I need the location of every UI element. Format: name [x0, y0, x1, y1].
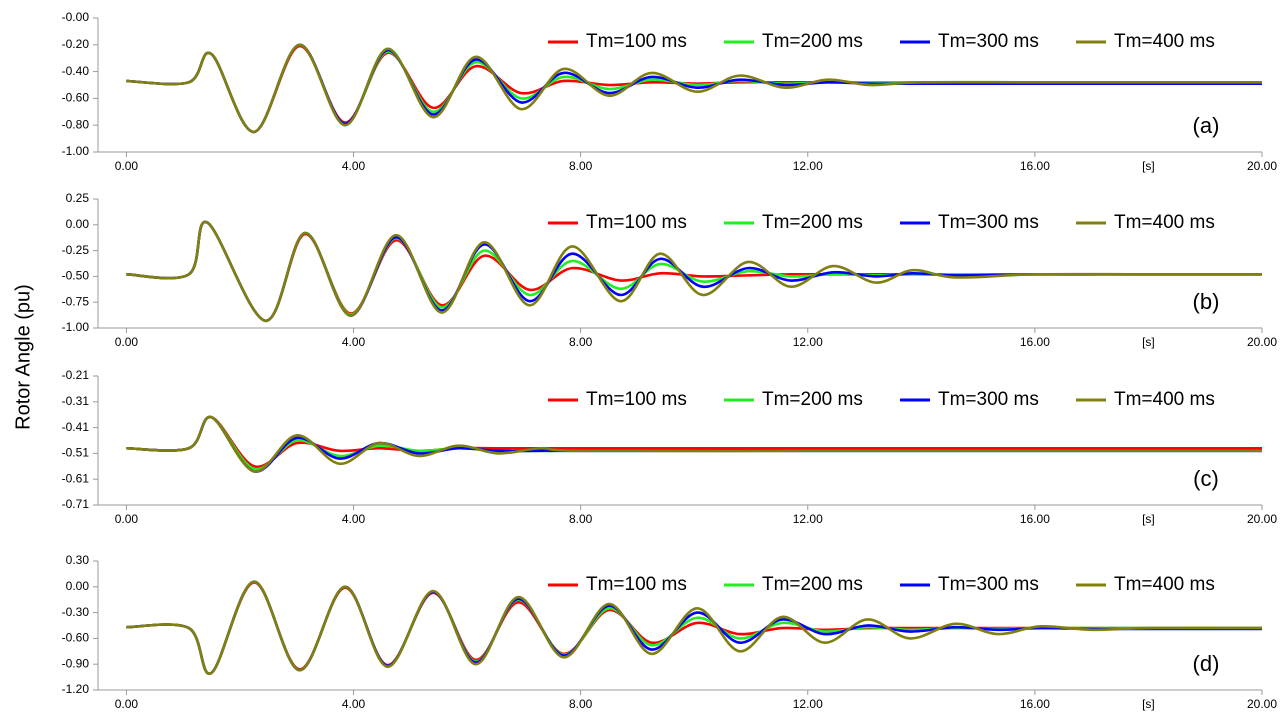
- legend-label: Tm=200 ms: [762, 574, 863, 595]
- y-tick-label: -0.31: [62, 394, 90, 408]
- legend-label: Tm=100 ms: [586, 574, 687, 595]
- y-tick-label: -0.60: [62, 631, 90, 645]
- legend-label: Tm=300 ms: [938, 31, 1039, 52]
- x-tick-label: 0.00: [115, 335, 139, 349]
- series-line: [126, 220, 1262, 323]
- x-tick-label: 0.00: [115, 159, 139, 173]
- x-tick-label: 8.00: [569, 335, 593, 349]
- x-tick-label: 16.00: [1020, 697, 1050, 711]
- y-tick-label: -0.71: [62, 497, 90, 511]
- x-axis-label: [s]: [1142, 512, 1155, 526]
- y-tick-label: -0.00: [62, 10, 90, 24]
- legend-label: Tm=400 ms: [1114, 212, 1215, 233]
- legend-label: Tm=400 ms: [1114, 389, 1215, 410]
- y-tick-label: -0.51: [62, 446, 90, 460]
- x-tick-label: 4.00: [342, 335, 366, 349]
- y-tick-label: -0.50: [62, 269, 90, 283]
- x-tick-label: 16.00: [1020, 335, 1050, 349]
- x-tick-label: 4.00: [342, 159, 366, 173]
- x-tick-label: 12.00: [793, 697, 823, 711]
- x-tick-label: 16.00: [1020, 159, 1050, 173]
- y-tick-label: -0.61: [62, 471, 90, 485]
- legend-label: Tm=100 ms: [586, 389, 687, 410]
- series-line: [126, 220, 1262, 323]
- y-tick-label: -0.90: [62, 656, 90, 670]
- series-line: [126, 580, 1262, 675]
- y-tick-label: -1.20: [62, 682, 90, 696]
- legend-label: Tm=100 ms: [586, 31, 687, 52]
- legend-label: Tm=200 ms: [762, 212, 863, 233]
- legend-label: Tm=300 ms: [938, 574, 1039, 595]
- y-tick-label: -0.21: [62, 368, 90, 382]
- series-line: [126, 44, 1262, 134]
- panel-label: (d): [1193, 651, 1220, 676]
- legend-label: Tm=200 ms: [762, 31, 863, 52]
- x-axis-label: [s]: [1142, 159, 1155, 173]
- legend-label: Tm=300 ms: [938, 389, 1039, 410]
- x-tick-label: 4.00: [342, 512, 366, 526]
- x-tick-label: 0.00: [115, 697, 139, 711]
- series-line: [126, 415, 1262, 473]
- y-tick-label: -0.60: [62, 91, 90, 105]
- x-tick-label: 8.00: [569, 697, 593, 711]
- y-tick-label: -0.41: [62, 420, 90, 434]
- series-line: [126, 415, 1262, 468]
- x-tick-label: 20.00: [1247, 159, 1277, 173]
- x-tick-label: 8.00: [569, 159, 593, 173]
- x-tick-label: 8.00: [569, 512, 593, 526]
- y-tick-label: 0.25: [66, 191, 90, 205]
- x-tick-label: 20.00: [1247, 335, 1277, 349]
- series-line: [126, 220, 1262, 323]
- y-tick-label: -0.20: [62, 37, 90, 51]
- y-tick-label: -0.75: [62, 294, 90, 308]
- y-tick-label: 0.00: [66, 217, 90, 231]
- x-tick-label: 12.00: [793, 512, 823, 526]
- x-tick-label: 12.00: [793, 335, 823, 349]
- legend-label: Tm=400 ms: [1114, 31, 1215, 52]
- x-tick-label: 20.00: [1247, 697, 1277, 711]
- y-tick-label: -1.00: [62, 320, 90, 334]
- x-tick-label: 12.00: [793, 159, 823, 173]
- legend-label: Tm=400 ms: [1114, 574, 1215, 595]
- series-line: [126, 580, 1262, 675]
- x-axis-label: [s]: [1142, 697, 1155, 711]
- panel-label: (a): [1193, 113, 1220, 138]
- x-tick-label: 4.00: [342, 697, 366, 711]
- y-tick-label: -0.80: [62, 117, 90, 131]
- x-tick-label: 16.00: [1020, 512, 1050, 526]
- panel-label: (b): [1193, 289, 1220, 314]
- y-tick-label: -0.25: [62, 243, 90, 257]
- y-tick-label: -0.30: [62, 605, 90, 619]
- y-tick-label: -0.40: [62, 64, 90, 78]
- x-axis-label: [s]: [1142, 335, 1155, 349]
- series-line: [126, 43, 1262, 134]
- y-axis-label: Rotor Angle (pu): [12, 284, 34, 430]
- legend-label: Tm=200 ms: [762, 389, 863, 410]
- y-tick-label: -1.00: [62, 144, 90, 158]
- panel-label: (c): [1193, 466, 1219, 491]
- legend-label: Tm=100 ms: [586, 212, 687, 233]
- series-line: [126, 220, 1262, 323]
- y-tick-label: 0.30: [66, 553, 90, 567]
- x-tick-label: 0.00: [115, 512, 139, 526]
- y-tick-label: 0.00: [66, 579, 90, 593]
- series-line: [126, 43, 1262, 134]
- x-tick-label: 20.00: [1247, 512, 1277, 526]
- legend-label: Tm=300 ms: [938, 212, 1039, 233]
